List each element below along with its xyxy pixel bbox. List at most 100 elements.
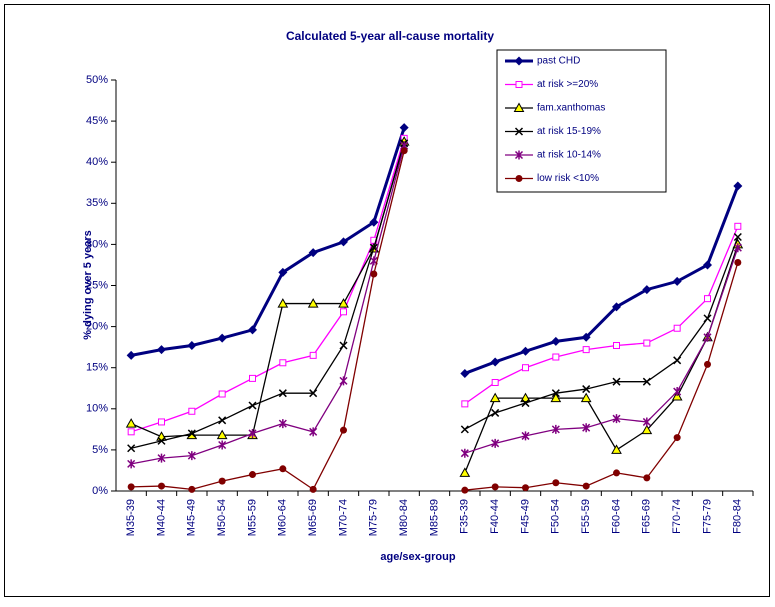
marker (460, 368, 470, 378)
marker (218, 416, 227, 425)
x-tick-label: F60-64 (610, 499, 622, 534)
marker (248, 401, 257, 410)
marker (521, 346, 530, 356)
y-tick-label: 50% (86, 74, 108, 86)
marker (461, 400, 469, 408)
x-tick-label: M50-54 (216, 499, 228, 536)
marker (733, 181, 743, 191)
marker (582, 346, 590, 354)
marker (339, 341, 348, 350)
legend-label: at risk 10-14% (537, 150, 601, 161)
marker (703, 260, 712, 270)
marker (491, 378, 499, 386)
marker (339, 237, 348, 247)
x-tick-label: F55-59 (580, 499, 592, 534)
marker (703, 314, 712, 323)
x-tick-label: F65-69 (641, 499, 653, 534)
marker (460, 425, 469, 434)
x-tick-label: M85-89 (428, 499, 440, 536)
marker (734, 258, 742, 266)
y-tick-label: 40% (86, 156, 108, 168)
marker (399, 123, 409, 133)
marker (582, 385, 591, 394)
legend-label: at risk 15-19% (537, 126, 601, 137)
marker (641, 424, 653, 435)
marker (279, 359, 287, 367)
marker (613, 342, 620, 350)
y-tick-label: 20% (86, 321, 108, 333)
x-tick-label: F45-49 (519, 499, 531, 534)
marker (400, 147, 408, 155)
marker (643, 474, 651, 482)
marker (277, 298, 289, 308)
marker (491, 483, 499, 491)
x-tick-label: M80-84 (398, 499, 410, 536)
series-line (131, 150, 739, 491)
legend-label: fam.xanthomas (537, 103, 605, 114)
marker (340, 426, 347, 434)
marker (521, 399, 530, 408)
marker (216, 429, 228, 440)
series-line (130, 127, 740, 375)
marker (491, 438, 500, 448)
marker (515, 81, 523, 88)
marker (514, 150, 524, 160)
x-tick-label: M75-79 (368, 499, 380, 536)
marker (642, 377, 651, 386)
marker (309, 351, 317, 359)
marker (582, 423, 591, 433)
chart-title: Calculated 5-year all-cause mortality (286, 29, 494, 43)
y-tick-label: 15% (86, 362, 108, 374)
marker (733, 243, 742, 253)
marker (339, 376, 348, 386)
marker (157, 453, 166, 463)
series-line (131, 145, 739, 465)
marker (127, 459, 136, 469)
y-tick-label: 5% (92, 444, 108, 456)
marker (309, 485, 317, 493)
marker (249, 374, 256, 382)
marker (309, 427, 318, 437)
marker (157, 436, 166, 445)
marker (126, 350, 136, 360)
marker (188, 485, 196, 493)
marker (278, 419, 287, 429)
marker (673, 324, 681, 332)
marker (514, 56, 524, 66)
marker (612, 377, 621, 386)
marker (461, 486, 469, 494)
marker (580, 392, 592, 403)
marker (187, 451, 196, 461)
marker (157, 345, 166, 355)
marker (459, 467, 471, 477)
y-tick-label: 30% (86, 238, 108, 250)
marker (552, 353, 560, 361)
marker (552, 479, 560, 487)
x-tick-label: M35-39 (125, 499, 137, 536)
marker (127, 428, 135, 436)
series-line (131, 143, 739, 449)
marker (581, 332, 591, 342)
x-axis-label: age/sex-group (380, 551, 455, 563)
marker (218, 440, 227, 450)
marker (218, 390, 226, 398)
marker (278, 267, 288, 277)
marker (490, 357, 500, 367)
marker (551, 336, 561, 346)
marker (217, 333, 227, 343)
marker (550, 392, 562, 403)
x-tick-label: M65-69 (307, 499, 319, 536)
marker (188, 407, 196, 415)
marker (673, 387, 682, 397)
marker (127, 444, 136, 453)
legend (496, 49, 667, 193)
marker (338, 298, 349, 308)
x-tick-label: F75-79 (701, 499, 713, 534)
marker (551, 389, 560, 398)
y-tick-label: 10% (86, 403, 108, 415)
legend-label: past CHD (537, 56, 580, 67)
y-tick-label: 35% (86, 197, 108, 209)
marker (582, 482, 590, 490)
x-tick-label: M40-44 (155, 499, 167, 536)
